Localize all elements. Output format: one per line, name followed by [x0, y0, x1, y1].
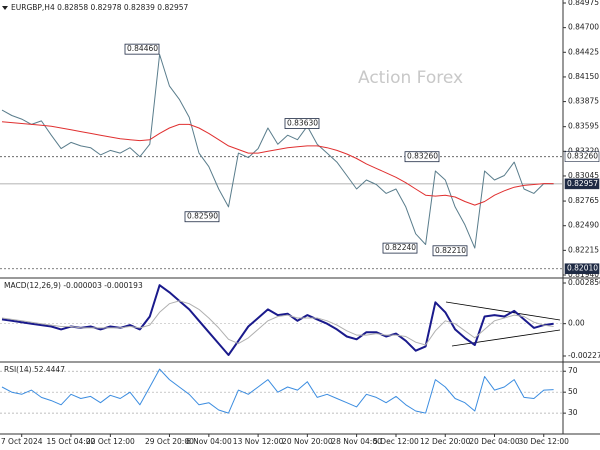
y-tick-label: 50	[568, 387, 578, 396]
trendline	[451, 329, 561, 347]
x-tick-label: 29 Oct 20:00	[145, 437, 194, 446]
price-annotation: 0.82590	[187, 212, 218, 221]
x-tick-label: 15 Oct 04:00	[46, 437, 95, 446]
y-tick-label: 0.82765	[568, 196, 599, 205]
series-line	[1, 300, 554, 346]
x-tick-label: 20 Nov 20:00	[282, 437, 333, 446]
price-annotation-box	[382, 242, 418, 254]
watermark: Action Forex	[358, 68, 463, 88]
x-tick-label: 13 Nov 12:00	[233, 437, 284, 446]
y-tick-label: 0.81940	[568, 270, 599, 279]
trendline	[445, 301, 561, 321]
x-tick-label: 12 Dec 20:00	[420, 437, 471, 446]
y-tick-label: 30	[568, 408, 578, 417]
y-tick-label: 0.002856	[568, 278, 600, 287]
y-tick-label: 0.84150	[568, 72, 599, 81]
price-annotation: 0.83630	[287, 119, 318, 128]
price-annotation: 0.82240	[385, 243, 416, 252]
x-tick-label: 6 Nov 04:00	[186, 437, 232, 446]
price-annotation-box	[404, 151, 440, 163]
y-tick-label: 70	[568, 366, 578, 375]
y-tick-label: 0.82490	[568, 221, 599, 230]
header-icon	[2, 6, 8, 10]
y-tick-label: 0.82215	[568, 245, 599, 254]
price-annotation: 0.83260	[407, 152, 438, 161]
rsi-header: RSI(14) 52.4447	[4, 365, 65, 374]
series-line	[1, 121, 554, 206]
price-level-label: 0.82957	[567, 179, 598, 188]
price-level-label: 0.82010	[567, 264, 598, 273]
y-tick-label: 0.83595	[568, 122, 599, 131]
price-level-box	[564, 178, 600, 190]
y-tick-label: 0.84425	[568, 47, 599, 56]
symbol-header: EURGBP,H4 0.82858 0.82978 0.82839 0.8295…	[11, 3, 189, 12]
price-annotation-box	[284, 118, 320, 129]
price-annotation: 0.82210	[435, 246, 466, 255]
price-level-box	[564, 263, 600, 275]
price-annotation-box	[432, 245, 468, 257]
macd-header: MACD(12,26,9) -0.000003 -0.000193	[4, 281, 143, 290]
y-tick-label: 0.83320	[568, 146, 599, 155]
y-tick-label: -0.002271	[568, 351, 600, 360]
y-tick-label: 0.84975	[568, 0, 599, 7]
price-annotation-box	[124, 43, 160, 55]
series-line	[1, 368, 554, 414]
price-annotation-box	[184, 211, 220, 223]
x-tick-label: 7 Oct 2024	[1, 437, 43, 446]
x-tick-label: 28 Nov 04:00	[331, 437, 382, 446]
y-tick-label: 0.83045	[568, 171, 599, 180]
x-tick-label: 30 Dec 12:00	[519, 437, 570, 446]
x-tick-label: 5 Dec 12:00	[373, 437, 419, 446]
price-level-box	[564, 151, 600, 163]
x-tick-label: 22 Oct 12:00	[86, 437, 135, 446]
x-tick-label: 20 Dec 04:00	[469, 437, 520, 446]
y-tick-label: 0.83875	[568, 97, 599, 106]
series-line	[1, 54, 554, 249]
y-tick-label: 0.00	[568, 319, 585, 328]
price-level-label: 0.83260	[567, 152, 598, 161]
y-tick-label: 0.84700	[568, 23, 599, 32]
price-annotation: 0.84460	[127, 44, 158, 53]
